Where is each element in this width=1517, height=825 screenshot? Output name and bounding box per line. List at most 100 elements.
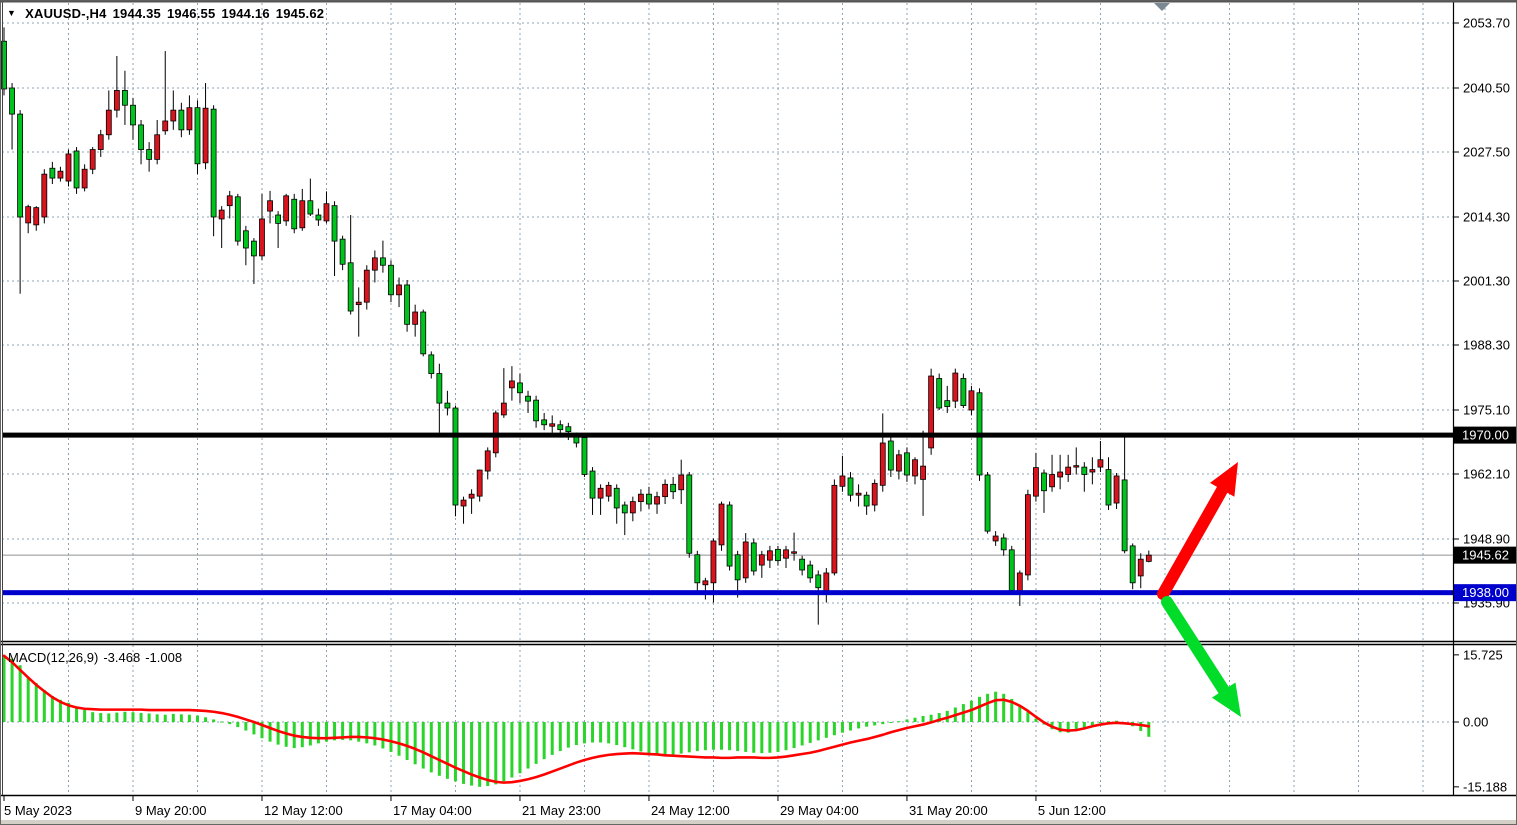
macd-bar: [42, 689, 46, 722]
candle-body: [371, 257, 378, 271]
candle-body: [380, 257, 386, 266]
macd-bar: [1106, 721, 1110, 723]
macd-bar: [155, 714, 159, 722]
macd-bar: [115, 712, 119, 722]
candle-body: [355, 301, 362, 306]
candle-body: [420, 311, 427, 355]
candle-body: [758, 554, 765, 566]
macd-bar: [679, 722, 683, 754]
candle-body: [33, 207, 40, 226]
price-badge-text: 1945.62: [1462, 548, 1509, 563]
bearish-projection-arrow[interactable]: [1161, 596, 1241, 717]
candle-body: [678, 474, 685, 491]
macd-bar: [405, 722, 409, 761]
candle-body: [178, 109, 185, 131]
macd-bar: [800, 722, 804, 746]
candle-body: [541, 419, 548, 426]
macd-bar: [171, 713, 175, 722]
candle-body: [202, 107, 209, 164]
candle-body: [404, 284, 411, 325]
candle-body: [702, 580, 709, 586]
price-level-line-1970.00[interactable]: [2, 432, 1453, 438]
macd-bar: [937, 713, 941, 722]
macd-bar: [921, 716, 925, 722]
macd-bar: [1074, 722, 1078, 731]
candle-body: [920, 465, 926, 480]
macd-bar: [905, 719, 909, 722]
macd-bar: [1026, 712, 1030, 722]
candle-body: [396, 284, 402, 296]
macd-bar: [776, 722, 780, 752]
candle-body: [565, 426, 572, 433]
macd-bar: [574, 722, 578, 746]
macd-bar: [453, 722, 457, 782]
macd-bar: [655, 722, 659, 755]
candle-body: [871, 482, 878, 506]
price-axis-label: 2040.50: [1463, 80, 1510, 95]
macd-bar: [816, 722, 820, 741]
macd-bar: [865, 722, 869, 727]
candle-body: [1000, 537, 1007, 551]
candle-body: [1081, 466, 1088, 475]
candle-body: [637, 493, 644, 502]
price-axis[interactable]: 2053.70 2040.50 2027.50 2014.30 2001.30 1988.…: [1453, 16, 1516, 611]
macd-bar: [550, 722, 554, 755]
candle-body: [549, 423, 556, 427]
macd-bar: [832, 722, 836, 736]
candle-body: [960, 378, 967, 406]
macd-bar: [558, 722, 562, 752]
candlestick-series[interactable]: [1, 27, 1152, 625]
candle-body: [170, 109, 177, 122]
macd-bar: [429, 722, 433, 773]
candle-body: [113, 90, 120, 111]
candle-body: [1024, 494, 1031, 576]
macd-bar: [316, 722, 320, 744]
macd-bar: [413, 722, 417, 765]
candle-body: [218, 209, 225, 220]
macd-bar: [486, 722, 490, 787]
candle-body: [823, 572, 830, 594]
candle-body: [89, 149, 96, 170]
macd-bar: [1098, 722, 1102, 723]
candle-body: [1097, 459, 1104, 468]
macd-axis[interactable]: 15.725 0.00 -15.188: [1453, 647, 1507, 794]
candle-body: [904, 452, 910, 476]
macd-bar: [978, 696, 982, 722]
macd-bar: [365, 722, 369, 744]
price-level-line-1938.00[interactable]: [2, 590, 1453, 596]
candle-body: [162, 120, 169, 132]
time-axis-label: 29 May 04:00: [780, 803, 859, 818]
macd-value: -3.468: [103, 650, 141, 665]
macd-bar: [66, 702, 70, 722]
macd-bar: [179, 714, 183, 722]
macd-bar: [123, 711, 127, 722]
macd-bar: [1147, 722, 1151, 737]
candle-body: [992, 535, 999, 542]
candle-body: [436, 373, 443, 404]
time-axis[interactable]: 5 May 2023 9 May 20:00 12 May 12:00 17 May …: [3, 796, 1106, 818]
candle-body: [57, 170, 64, 179]
macd-bar: [421, 722, 425, 769]
candle-body: [259, 218, 265, 257]
macd-bar: [631, 722, 635, 750]
candle-body: [662, 483, 668, 498]
candle-body: [388, 264, 394, 296]
candle-body: [49, 167, 56, 179]
candle-body: [791, 551, 797, 554]
bullish-projection-arrow[interactable]: [1157, 462, 1238, 600]
bullish-projection-arrow-shaft: [1157, 480, 1231, 600]
macd-bar: [720, 722, 724, 750]
candle-body: [9, 87, 15, 115]
macd-bar: [752, 722, 756, 753]
candle-body: [742, 541, 749, 579]
candle-body: [605, 484, 612, 497]
window-bottom-strip: [0, 820, 1517, 825]
macd-bar: [510, 722, 514, 778]
candle-body: [41, 173, 48, 218]
macd-bar: [994, 691, 998, 722]
macd-bar: [534, 722, 538, 764]
macd-bar: [34, 683, 38, 722]
macd-signal-value: -1.008: [145, 650, 183, 665]
bearish-projection-arrow-shaft: [1161, 596, 1232, 700]
